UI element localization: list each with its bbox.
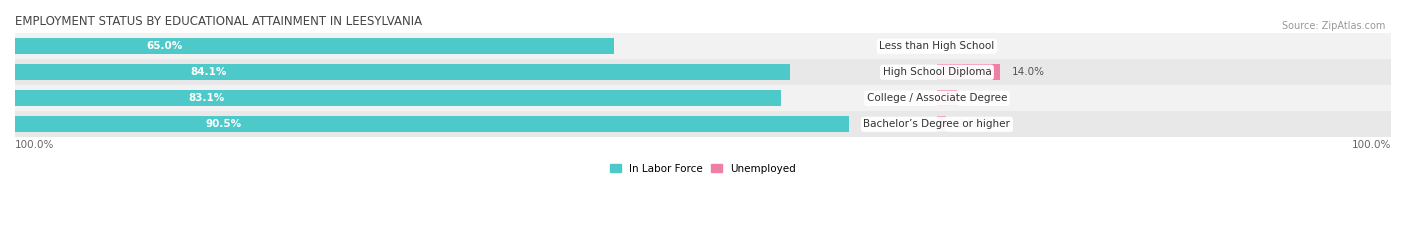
Bar	[15, 59, 1391, 85]
Bar	[15, 38, 614, 54]
Bar	[15, 64, 790, 80]
Text: 83.1%: 83.1%	[188, 93, 225, 103]
Text: Source: ZipAtlas.com: Source: ZipAtlas.com	[1281, 21, 1385, 31]
Text: Bachelor’s Degree or higher: Bachelor’s Degree or higher	[863, 119, 1011, 129]
Text: 65.0%: 65.0%	[146, 41, 183, 51]
Text: College / Associate Degree: College / Associate Degree	[866, 93, 1007, 103]
Bar	[936, 90, 957, 106]
Text: 2.0%: 2.0%	[957, 119, 983, 129]
Legend: In Labor Force, Unemployed: In Labor Force, Unemployed	[610, 164, 796, 174]
Text: High School Diploma: High School Diploma	[883, 67, 991, 77]
Text: EMPLOYMENT STATUS BY EDUCATIONAL ATTAINMENT IN LEESYLVANIA: EMPLOYMENT STATUS BY EDUCATIONAL ATTAINM…	[15, 15, 422, 28]
Text: 4.4%: 4.4%	[967, 93, 994, 103]
Text: 100.0%: 100.0%	[15, 140, 55, 151]
Text: 14.0%: 14.0%	[1011, 67, 1045, 77]
Bar	[936, 64, 1001, 80]
Text: 100.0%: 100.0%	[1351, 140, 1391, 151]
Bar	[15, 90, 782, 106]
Bar	[15, 111, 1391, 137]
Text: 84.1%: 84.1%	[191, 67, 226, 77]
Bar	[15, 33, 1391, 59]
Text: 90.5%: 90.5%	[205, 119, 242, 129]
Bar	[15, 85, 1391, 111]
Bar	[15, 116, 849, 132]
Bar	[936, 116, 946, 132]
Text: Less than High School: Less than High School	[879, 41, 994, 51]
Text: 0.0%: 0.0%	[948, 41, 974, 51]
